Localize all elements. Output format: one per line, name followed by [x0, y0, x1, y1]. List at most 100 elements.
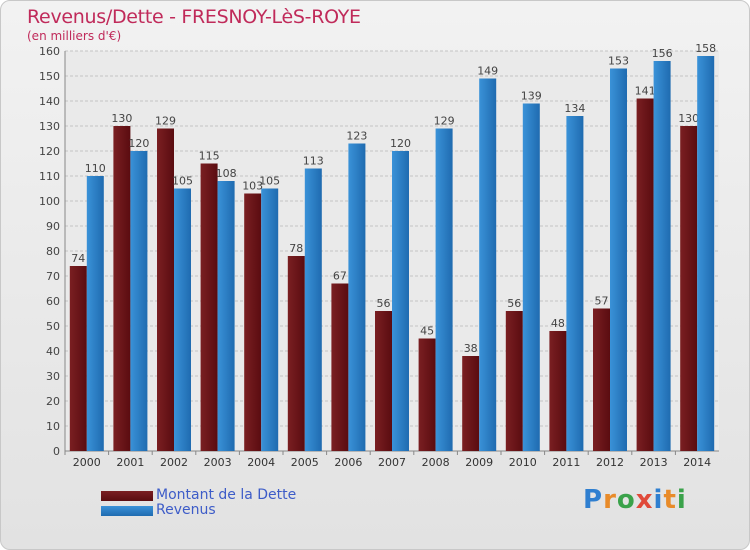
- bar-dette: [462, 356, 480, 451]
- y-tick-label: 110: [39, 170, 60, 183]
- x-tick-label: 2014: [683, 456, 711, 469]
- x-tick-label: 2010: [509, 456, 537, 469]
- bar-value-label: 78: [289, 242, 303, 255]
- bar-revenus: [522, 103, 540, 451]
- bar-dette: [505, 311, 523, 451]
- bar-revenus: [653, 61, 671, 451]
- bar-value-label: 141: [635, 85, 656, 98]
- bar-value-label: 74: [71, 252, 85, 265]
- y-tick-label: 90: [46, 220, 60, 233]
- bar-revenus: [130, 151, 148, 451]
- bar-value-label: 129: [155, 115, 176, 128]
- bar-value-label: 158: [695, 42, 716, 55]
- bar-value-label: 129: [434, 115, 455, 128]
- proxiti-logo: Proxiti: [583, 485, 687, 515]
- y-tick-label: 160: [39, 45, 60, 58]
- legend-label-dette: Montant de la Dette: [156, 487, 297, 503]
- bar-dette: [157, 128, 174, 451]
- bar-value-label: 108: [216, 167, 237, 180]
- bar-value-label: 103: [242, 180, 263, 193]
- bar-value-label: 45: [420, 325, 434, 338]
- bar-value-label: 149: [477, 65, 498, 78]
- bar-value-label: 105: [172, 175, 193, 188]
- y-tick-label: 150: [39, 70, 60, 83]
- x-tick-label: 2004: [247, 456, 275, 469]
- x-tick-label: 2000: [73, 456, 101, 469]
- bar-value-label: 120: [390, 137, 411, 150]
- x-tick-label: 2005: [291, 456, 319, 469]
- bar-dette: [331, 283, 349, 451]
- y-tick-label: 40: [46, 345, 60, 358]
- bar-dette: [287, 256, 305, 451]
- bar-value-label: 38: [464, 342, 478, 355]
- bar-dette: [549, 331, 567, 451]
- bar-dette: [375, 311, 392, 451]
- bar-value-label: 156: [652, 47, 673, 60]
- chart-title: Revenus/Dette - FRESNOY-LèS-ROYE: [27, 6, 361, 28]
- logo-letter: o: [616, 485, 636, 515]
- x-tick-label: 2006: [334, 456, 362, 469]
- bar-value-label: 110: [85, 162, 106, 175]
- bar-value-label: 113: [303, 155, 324, 168]
- logo-letter: i: [653, 485, 664, 515]
- chart-subtitle: (en milliers d'€): [27, 29, 122, 43]
- y-tick-label: 120: [39, 145, 60, 158]
- x-tick-label: 2012: [596, 456, 624, 469]
- bar-value-label: 115: [199, 150, 220, 163]
- y-tick-label: 10: [46, 420, 60, 433]
- x-tick-label: 2002: [160, 456, 188, 469]
- y-tick-label: 140: [39, 95, 60, 108]
- x-tick-label: 2008: [422, 456, 450, 469]
- bar-revenus: [479, 78, 497, 451]
- bar-value-label: 120: [128, 137, 149, 150]
- y-tick-label: 60: [46, 295, 60, 308]
- x-tick-label: 2001: [116, 456, 144, 469]
- bar-value-label: 130: [111, 112, 132, 125]
- y-tick-label: 100: [39, 195, 60, 208]
- y-tick-label: 70: [46, 270, 60, 283]
- bar-dette: [418, 338, 436, 451]
- bar-dette: [680, 126, 698, 451]
- legend-swatch-dette: [101, 491, 153, 501]
- bar-dette: [636, 98, 654, 451]
- bar-value-label: 57: [595, 295, 609, 308]
- y-tick-label: 20: [46, 395, 60, 408]
- bar-dette: [593, 308, 610, 451]
- bar-revenus: [610, 68, 627, 451]
- x-tick-label: 2011: [552, 456, 580, 469]
- logo-letter: r: [603, 485, 617, 515]
- y-tick-label: 130: [39, 120, 60, 133]
- logo-letter: P: [583, 485, 604, 515]
- logo-letter: i: [676, 485, 687, 515]
- bar-value-label: 105: [259, 175, 280, 188]
- bar-revenus: [697, 56, 715, 451]
- bar-revenus: [348, 143, 366, 451]
- bar-value-label: 134: [564, 102, 585, 115]
- bar-revenus: [217, 181, 235, 451]
- bar-value-label: 48: [551, 317, 565, 330]
- bar-revenus: [174, 188, 191, 451]
- bar-revenus: [304, 168, 322, 451]
- bar-revenus: [435, 128, 453, 451]
- legend-swatch-revenus: [101, 506, 153, 516]
- bar-dette: [69, 266, 87, 451]
- bar-value-label: 139: [521, 90, 542, 103]
- bar-revenus: [392, 151, 409, 451]
- x-tick-label: 2009: [465, 456, 493, 469]
- x-tick-label: 2007: [378, 456, 406, 469]
- bar-revenus: [86, 176, 104, 451]
- bar-value-label: 153: [608, 55, 629, 68]
- bar-dette: [200, 163, 218, 451]
- y-tick-label: 50: [46, 320, 60, 333]
- y-tick-label: 80: [46, 245, 60, 258]
- bar-value-label: 130: [678, 112, 699, 125]
- bar-value-label: 56: [377, 297, 391, 310]
- bar-value-label: 67: [333, 270, 347, 283]
- logo-letter: x: [635, 485, 654, 515]
- logo-letter: t: [663, 485, 677, 515]
- bar-value-label: 123: [346, 130, 367, 143]
- x-tick-label: 2003: [204, 456, 232, 469]
- bar-value-label: 56: [507, 297, 521, 310]
